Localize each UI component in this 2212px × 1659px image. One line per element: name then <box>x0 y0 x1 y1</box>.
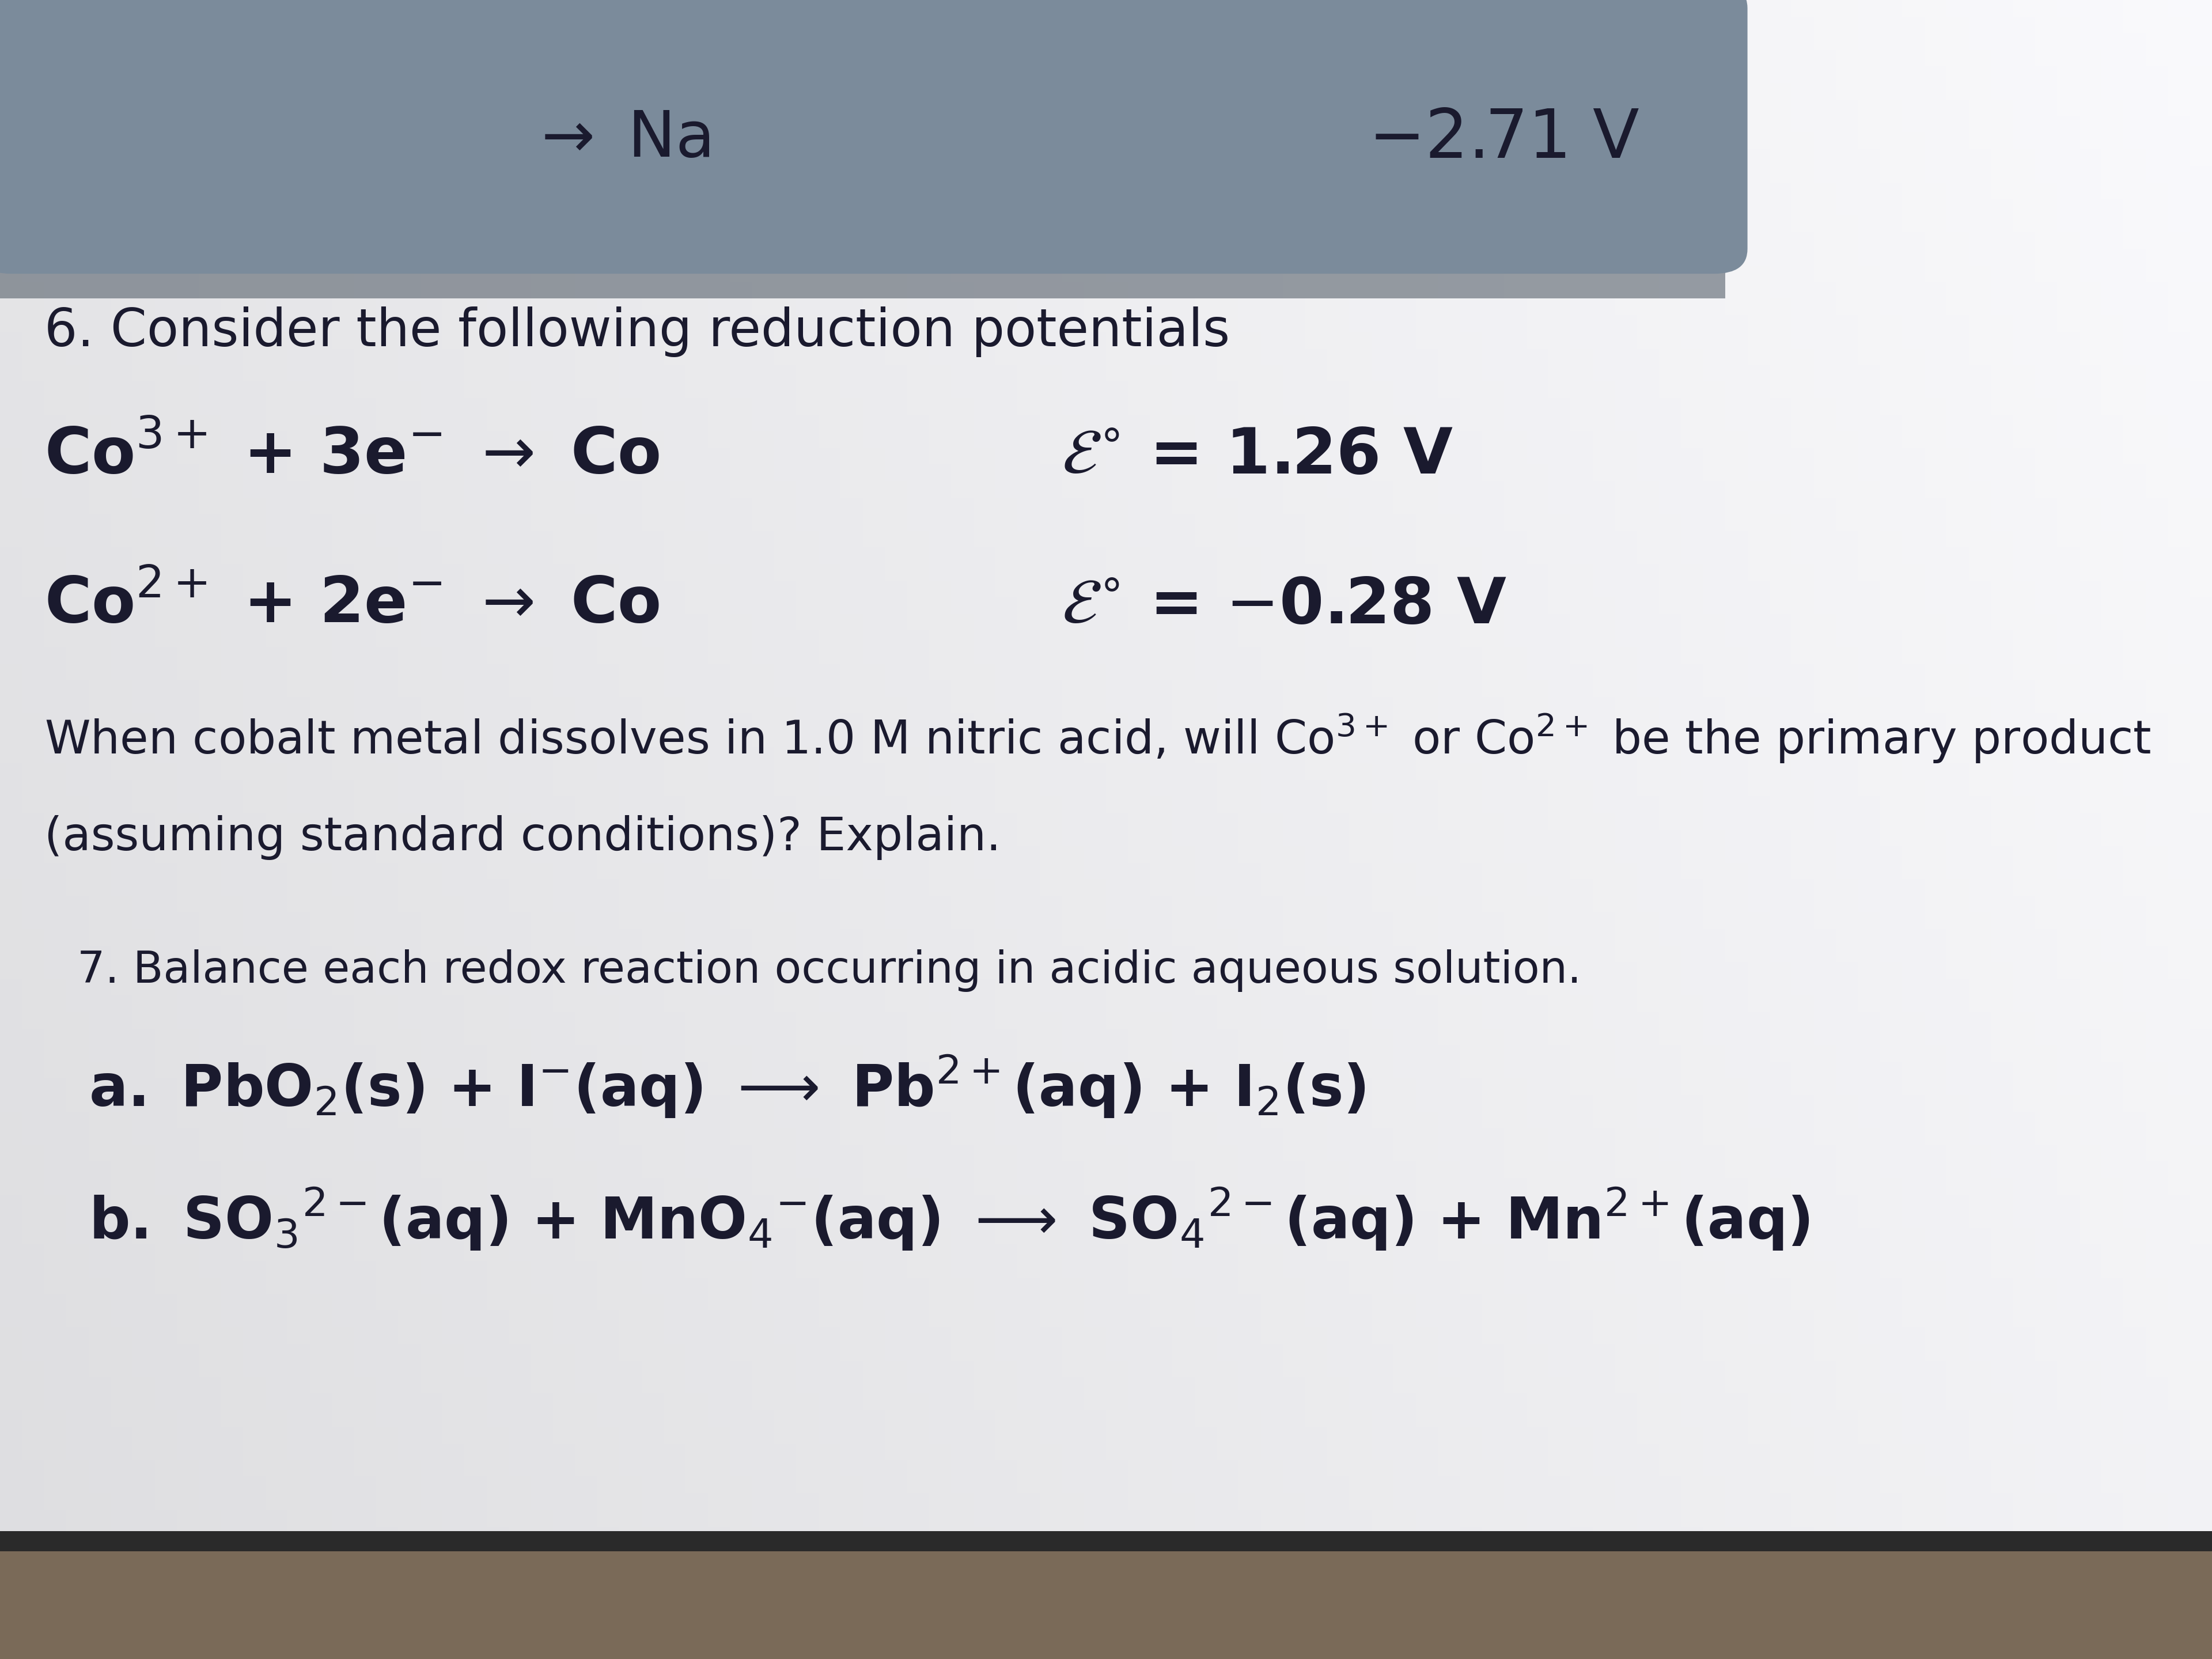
Text: When cobalt metal dissolves in 1.0 M nitric acid, will Co$^{3+}$ or Co$^{2+}$ be: When cobalt metal dissolves in 1.0 M nit… <box>44 712 2150 765</box>
Text: $\rightarrow$ Na: $\rightarrow$ Na <box>529 108 710 171</box>
Text: $\mathbf{a.}$ PbO$_2$(s) + I$^{-}$(aq) $\longrightarrow$ Pb$^{2+}$(aq) + I$_2$(s: $\mathbf{a.}$ PbO$_2$(s) + I$^{-}$(aq) $… <box>88 1053 1365 1120</box>
Text: 7. Balance each redox reaction occurring in acidic aqueous solution.: 7. Balance each redox reaction occurring… <box>77 949 1582 992</box>
FancyBboxPatch shape <box>0 1551 2212 1659</box>
Text: 6. Consider the following reduction potentials: 6. Consider the following reduction pote… <box>44 307 1230 357</box>
FancyBboxPatch shape <box>0 0 1747 274</box>
Text: $\mathcal{E}$$^{\circ}$ = $-$0.28 V: $\mathcal{E}$$^{\circ}$ = $-$0.28 V <box>1062 574 1506 637</box>
Text: $-$2.71 V: $-$2.71 V <box>1369 106 1639 173</box>
Text: $\mathcal{E}$$^{\circ}$ = 1.26 V: $\mathcal{E}$$^{\circ}$ = 1.26 V <box>1062 425 1453 488</box>
Text: Co$^{2+}$ + 2e$^{-}$ $\rightarrow$ Co: Co$^{2+}$ + 2e$^{-}$ $\rightarrow$ Co <box>44 574 659 637</box>
Text: (assuming standard conditions)? Explain.: (assuming standard conditions)? Explain. <box>44 815 1000 861</box>
Text: Co$^{3+}$ + 3e$^{-}$ $\rightarrow$ Co: Co$^{3+}$ + 3e$^{-}$ $\rightarrow$ Co <box>44 425 659 488</box>
Text: $\mathbf{b.}$ SO$_3$$^{2-}$(aq) + MnO$_4$$^{-}$(aq) $\longrightarrow$ SO$_4$$^{2: $\mathbf{b.}$ SO$_3$$^{2-}$(aq) + MnO$_4… <box>88 1186 1809 1253</box>
FancyBboxPatch shape <box>0 257 1725 299</box>
FancyBboxPatch shape <box>0 1531 2212 1551</box>
